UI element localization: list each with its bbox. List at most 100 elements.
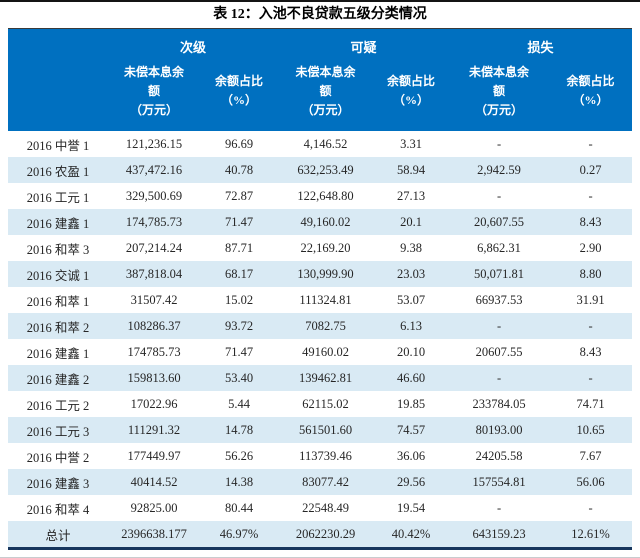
cell-doubtful-ratio: 23.03	[396, 266, 426, 281]
cell-loss-balance: 80193.00	[475, 422, 523, 437]
ratio-unit: （%）	[393, 93, 430, 107]
balance-label: 未偿本息余额	[295, 64, 356, 98]
cell-loss-ratio: 31.91	[576, 292, 605, 307]
group-subprime: 次级	[108, 28, 279, 59]
table-row: 2016 工元 2 17022.96 5.44 62115.02 19.85 233784…	[8, 391, 632, 417]
row-label: 2016 和萃 4	[26, 502, 90, 517]
cell-doubtful-ratio: 6.13	[400, 318, 422, 333]
row-label: 2016 和萃 2	[26, 320, 90, 335]
cell-subprime-balance: 174785.73	[127, 344, 181, 359]
cell-subprime-balance: 40414.52	[130, 474, 178, 489]
cell-doubtful-ratio: 74.57	[396, 422, 426, 437]
cell-subprime-ratio: 14.38	[224, 474, 254, 489]
total-row: 总计 2396638.177 46.97% 2062230.29 40.42% 64315…	[8, 521, 633, 549]
ratio-unit: （%）	[572, 93, 609, 107]
cell-doubtful-ratio: 53.07	[396, 292, 426, 307]
cell-doubtful-balance: 561501.60	[298, 422, 353, 437]
cell-loss-balance: 643159.23	[472, 526, 526, 541]
sub-header-row: 未偿本息余额 （万元） 余额占比 （%） 未偿本息余额 （万元） 余额占比 （%…	[8, 59, 633, 131]
row-label: 2016 农盈 1	[26, 164, 90, 179]
cell-loss-balance: 66937.53	[475, 292, 523, 307]
ratio-label: 余额占比	[566, 74, 615, 88]
balance-unit: （万元）	[475, 102, 524, 117]
cell-doubtful-ratio: 9.38	[400, 240, 422, 255]
cell-loss-ratio: 0.27	[579, 162, 602, 177]
cell-doubtful-ratio: 3.31	[400, 136, 422, 151]
cell-subprime-balance: 92825.00	[130, 500, 178, 515]
group-loss: 损失	[449, 28, 633, 59]
table-row: 2016 建鑫 1 174785.73 71.47 49160.02 20.10 2060…	[8, 339, 632, 365]
cell-loss-ratio: 56.06	[576, 474, 605, 489]
doubtful-balance-header: 未偿本息余额 （万元）	[278, 59, 374, 131]
loan-classification-table: 次级 可疑 损失 未偿本息余额 （万元） 余额占比 （%） 未偿本息余额 （万元…	[8, 28, 633, 550]
cell-doubtful-ratio: 58.94	[396, 162, 426, 177]
cell-loss-balance: 24205.58	[475, 448, 523, 463]
cell-doubtful-balance: 62115.02	[302, 396, 349, 411]
cell-loss-balance: 233784.05	[472, 396, 526, 411]
cell-loss-balance: 157554.81	[472, 474, 526, 489]
cell-loss-ratio: 8.43	[579, 344, 602, 359]
row-label: 2016 中誉 2	[26, 450, 90, 465]
balance-label: 未偿本息余额	[469, 64, 530, 98]
cell-subprime-ratio: 56.26	[224, 448, 254, 463]
cell-subprime-balance: 387,818.04	[125, 266, 183, 281]
cell-subprime-balance: 329,500.69	[125, 188, 183, 203]
loss-ratio-header: 余额占比 （%）	[549, 59, 633, 131]
cell-loss-ratio: -	[588, 500, 593, 515]
cell-subprime-ratio: 14.78	[224, 422, 254, 437]
cell-loss-ratio: -	[588, 370, 593, 385]
table-header: 次级 可疑 损失 未偿本息余额 （万元） 余额占比 （%） 未偿本息余额 （万元…	[8, 28, 633, 131]
cell-doubtful-ratio: 29.56	[396, 474, 426, 489]
cell-doubtful-balance: 122,648.80	[297, 188, 354, 203]
cell-loss-ratio: 8.80	[579, 266, 602, 281]
balance-unit: （万元）	[301, 102, 350, 117]
table-row: 2016 建鑫 1 174,785.73 71.47 49,160.02 20.1 20,…	[8, 209, 633, 235]
table-body: 2016 中誉 1 121,236.15 96.69 4,146.52 3.31 - - 20…	[8, 131, 633, 549]
cell-loss-balance: 50,071.81	[474, 266, 525, 281]
ratio-label: 余额占比	[387, 74, 436, 88]
cell-loss-balance: 6,862.31	[477, 240, 521, 255]
cell-subprime-ratio: 40.78	[224, 162, 254, 177]
cell-subprime-balance: 207,214.24	[125, 240, 183, 255]
table-row: 2016 中誉 1 121,236.15 96.69 4,146.52 3.31 - -	[8, 131, 632, 157]
table-row: 2016 交诚 1 387,818.04 68.17 130,999.90 23.03 5…	[8, 261, 633, 287]
page-title: 表 12：入池不良贷款五级分类情况	[213, 7, 427, 22]
cell-subprime-balance: 108286.37	[127, 318, 181, 333]
cell-subprime-ratio: 71.47	[224, 344, 254, 359]
cell-doubtful-balance: 4,146.52	[303, 136, 348, 151]
table-row: 2016 工元 1 329,500.69 72.87 122,648.80 27.13 -…	[8, 183, 632, 209]
cell-subprime-balance: 159813.60	[127, 370, 181, 385]
cell-subprime-ratio: 68.17	[224, 266, 254, 281]
cell-subprime-balance: 121,236.15	[125, 136, 183, 151]
cell-subprime-ratio: 46.97%	[219, 526, 259, 541]
row-label: 2016 工元 2	[26, 398, 90, 413]
cell-subprime-balance: 177449.97	[127, 448, 181, 463]
cell-loss-balance: -	[496, 318, 502, 333]
cell-subprime-ratio: 72.87	[224, 188, 254, 203]
cell-doubtful-balance: 139462.81	[298, 370, 353, 385]
cell-subprime-ratio: 96.69	[224, 136, 254, 151]
cell-subprime-ratio: 53.40	[224, 370, 254, 385]
cell-doubtful-balance: 113739.46	[299, 448, 352, 463]
row-label: 2016 建鑫 1	[26, 346, 90, 361]
cell-subprime-balance: 111291.32	[127, 422, 181, 437]
cell-doubtful-balance: 632,253.49	[297, 162, 354, 177]
cell-subprime-ratio: 5.44	[228, 396, 250, 411]
cell-doubtful-balance: 49160.02	[302, 344, 349, 359]
cell-loss-ratio: 2.90	[579, 240, 602, 255]
group-header-row: 次级 可疑 损失	[8, 28, 633, 59]
row-label: 2016 中誉 1	[26, 138, 90, 153]
row-label: 2016 建鑫 2	[26, 372, 90, 387]
cell-loss-balance: -	[496, 136, 502, 151]
cell-loss-ratio: 74.71	[576, 396, 605, 411]
row-label: 2016 工元 1	[26, 190, 90, 205]
balance-label: 未偿本息余额	[123, 64, 184, 98]
cell-subprime-ratio: 87.71	[224, 240, 254, 255]
table-row: 2016 中誉 2 177449.97 56.26 113739.46 36.06 242…	[8, 443, 632, 469]
cell-doubtful-balance: 22,169.20	[300, 240, 351, 255]
cell-doubtful-balance: 22548.49	[302, 500, 349, 515]
table-row: 2016 建鑫 2 159813.60 53.40 139462.81 46.60 - -	[8, 365, 633, 391]
cell-loss-balance: 20,607.55	[474, 214, 525, 229]
cell-loss-balance: -	[496, 370, 502, 385]
cell-loss-ratio: 7.67	[579, 448, 602, 463]
